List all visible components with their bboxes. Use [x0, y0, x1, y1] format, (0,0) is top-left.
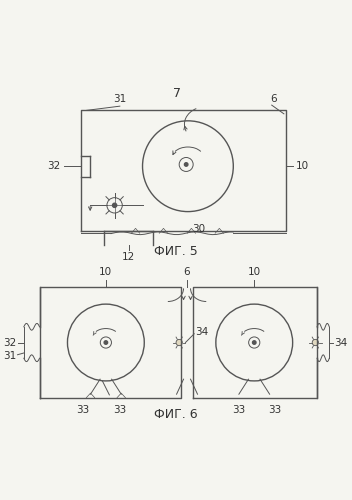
- Text: 7: 7: [174, 86, 181, 100]
- Text: 32: 32: [47, 161, 61, 171]
- Text: 33: 33: [232, 404, 245, 414]
- Text: 33: 33: [76, 404, 90, 414]
- Text: 32: 32: [3, 338, 16, 347]
- Text: 10: 10: [99, 267, 112, 277]
- Circle shape: [176, 340, 182, 345]
- Text: 6: 6: [184, 267, 190, 277]
- Text: 33: 33: [269, 404, 282, 414]
- Text: 10: 10: [248, 267, 261, 277]
- Circle shape: [252, 341, 256, 344]
- Circle shape: [113, 203, 117, 207]
- Text: 31: 31: [3, 351, 16, 361]
- Text: 34: 34: [334, 338, 347, 347]
- Circle shape: [104, 341, 108, 344]
- Text: ФИГ. 6: ФИГ. 6: [154, 408, 197, 420]
- Text: ФИГ. 5: ФИГ. 5: [154, 245, 197, 258]
- Text: 31: 31: [113, 94, 126, 104]
- Text: 33: 33: [113, 404, 126, 414]
- Circle shape: [312, 340, 319, 345]
- Text: 10: 10: [295, 161, 309, 171]
- Text: 30: 30: [192, 224, 205, 234]
- Text: 34: 34: [195, 327, 208, 337]
- Text: 12: 12: [122, 252, 135, 262]
- Circle shape: [184, 162, 188, 166]
- Text: 6: 6: [270, 94, 277, 104]
